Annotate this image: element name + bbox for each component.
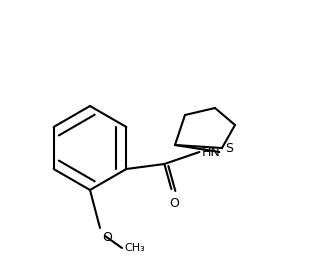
- Text: HN: HN: [202, 145, 220, 158]
- Text: O: O: [169, 197, 179, 210]
- Text: CH₃: CH₃: [124, 243, 145, 253]
- Text: O: O: [102, 231, 112, 244]
- Text: S: S: [225, 142, 233, 155]
